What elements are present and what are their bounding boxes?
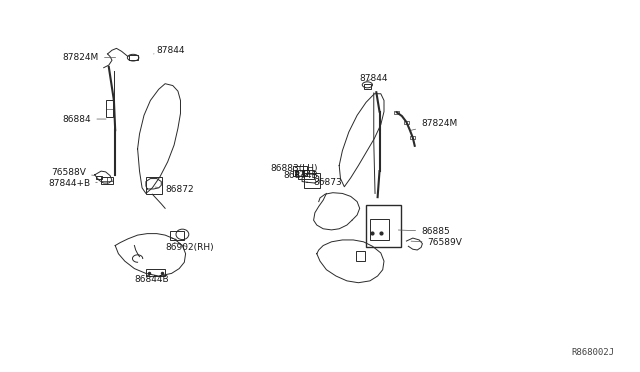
Bar <box>146 177 162 194</box>
Text: 86873: 86873 <box>314 178 342 187</box>
Bar <box>366 205 401 247</box>
Bar <box>356 251 365 261</box>
Text: 86844B: 86844B <box>134 275 169 284</box>
Bar <box>146 269 165 276</box>
Text: 87824M: 87824M <box>63 53 116 62</box>
Text: 76588V: 76588V <box>51 169 95 177</box>
Text: 76589V: 76589V <box>411 238 462 247</box>
Text: 87844+B: 87844+B <box>48 179 97 187</box>
Text: 87844: 87844 <box>154 46 186 55</box>
Text: 87824M: 87824M <box>411 119 458 130</box>
Bar <box>96 176 102 179</box>
Bar <box>129 55 138 60</box>
Bar <box>394 111 399 114</box>
Bar <box>298 170 314 179</box>
Bar <box>364 84 371 89</box>
Bar <box>370 219 389 240</box>
Bar <box>304 173 320 188</box>
Bar <box>404 121 409 124</box>
Text: 86885: 86885 <box>398 227 450 236</box>
Text: 87844: 87844 <box>360 74 388 83</box>
Bar <box>106 100 113 117</box>
Text: 86872: 86872 <box>155 185 194 194</box>
Text: R868002J: R868002J <box>572 348 614 357</box>
Bar <box>410 136 415 139</box>
Text: 86883(LH): 86883(LH) <box>270 164 317 173</box>
Text: 86902(RH): 86902(RH) <box>165 243 214 252</box>
Bar <box>170 231 184 240</box>
Text: 86884: 86884 <box>63 115 106 124</box>
Bar <box>101 177 113 184</box>
Text: 86844B: 86844B <box>283 171 317 180</box>
Bar <box>293 166 307 176</box>
